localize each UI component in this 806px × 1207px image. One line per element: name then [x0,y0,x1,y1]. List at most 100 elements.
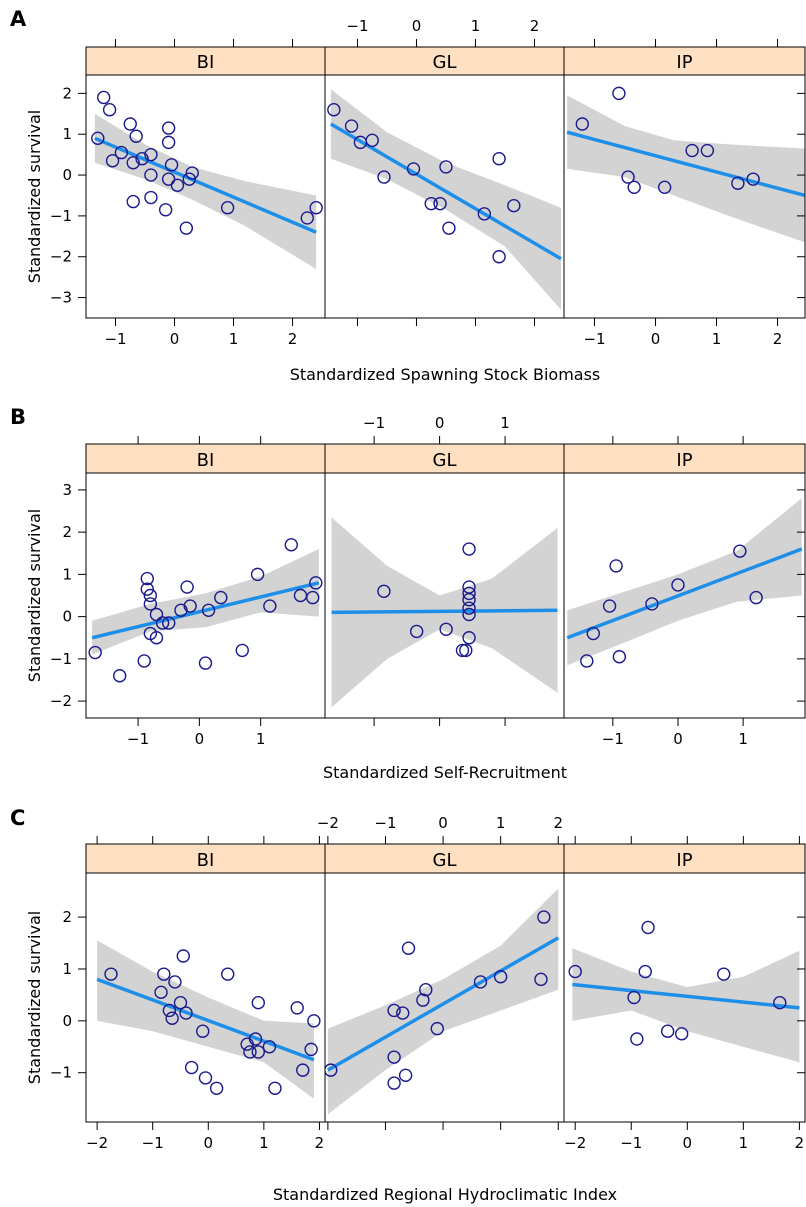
x-tick-label: 1 [256,730,266,748]
data-point [290,1001,304,1015]
data-point [627,180,641,195]
data-point [179,1006,193,1020]
data-point [568,964,582,979]
x-tick-label: 0 [683,1134,693,1152]
strip-label: GL [433,850,457,871]
data-point [459,643,473,658]
data-point [144,147,158,162]
data-point [114,145,129,160]
data-point [575,117,590,131]
y-tick-label: 1 [62,960,72,978]
data-point [251,995,266,1010]
data-point [309,201,323,215]
panel-letter: A [10,7,27,31]
data-point [126,194,140,209]
strip-header [85,46,326,76]
data-point [733,544,747,558]
data-point [377,170,391,184]
data-point [183,599,197,613]
data-point [221,967,235,981]
data-point [731,176,745,190]
x-tick-label: −2 [317,814,339,832]
data-point [123,117,137,131]
x-tick-label: 1 [259,1134,269,1152]
data-point [161,135,176,150]
data-point [198,656,213,670]
data-point [154,985,168,1000]
y-tick-label: −2 [50,692,72,710]
data-point [161,172,176,186]
confidence-band [94,113,317,269]
strip-label: BI [197,450,215,471]
x-tick-label: −1 [363,414,385,432]
data-point [157,967,171,981]
data-point [88,645,102,660]
data-point [184,1060,199,1075]
data-point [185,166,199,180]
facet-ip: IP −1 0 1 [563,436,806,748]
fit-line [94,136,317,234]
data-point [201,603,216,617]
strip-header [324,46,565,76]
data-point [645,597,659,611]
data-point [612,650,627,664]
data-point [325,1063,338,1077]
data-point [580,654,594,668]
facet-gl: GL −2 −1 0 1 2 [317,814,565,1130]
data-point [304,1042,318,1057]
data-point [746,172,760,186]
data-point [462,542,476,556]
x-axis-title: Standardized Spawning Stock Biomass [290,365,601,384]
x-tick-label: 1 [738,730,748,748]
data-point [180,580,194,594]
panel-letter: B [10,405,26,429]
data-point [126,156,140,170]
confidence-band [567,498,802,666]
facet-gl: GL −1 0 1 2 [324,17,565,326]
fit-line [330,122,562,261]
facet-frame [563,472,806,719]
x-tick-label: −1 [346,17,368,35]
data-point [419,983,433,997]
data-point [439,622,453,636]
x-tick-label: 2 [315,1134,325,1152]
strip-label: IP [676,52,692,73]
strip-label: BI [197,52,215,73]
data-point [161,121,176,135]
y-axis-title: Standardized survival [25,110,44,283]
y-tick-label: −1 [50,650,72,668]
data-point [387,1003,401,1018]
x-tick-label: 2 [795,1134,805,1152]
x-tick-label: 0 [435,414,445,432]
data-point [377,584,391,598]
data-point [158,203,173,217]
data-point [97,90,111,105]
x-tick-label: 2 [530,17,540,35]
x-tick-label: −1 [374,814,396,832]
data-point [507,198,521,213]
confidence-band [327,888,559,1115]
data-point [306,590,320,605]
data-point [214,590,228,605]
data-point [104,967,118,981]
data-point [307,1014,321,1028]
data-point [717,967,731,981]
data-point [91,131,105,146]
data-point [477,207,492,221]
fit-line [327,936,560,1072]
data-point [248,1032,263,1046]
data-point [164,158,179,172]
data-point [586,626,601,641]
strip-header [324,843,565,874]
x-tick-label: −2 [564,1134,586,1152]
data-point [243,1045,257,1059]
data-point [537,910,551,924]
data-point [143,597,158,611]
data-point [168,975,182,989]
x-tick-label: 0 [412,17,422,35]
y-tick-label: 0 [62,608,72,626]
facet-bi: BI −1 0 1 [85,436,326,748]
data-point [621,170,635,184]
data-point [430,1021,445,1036]
data-point [113,669,127,683]
